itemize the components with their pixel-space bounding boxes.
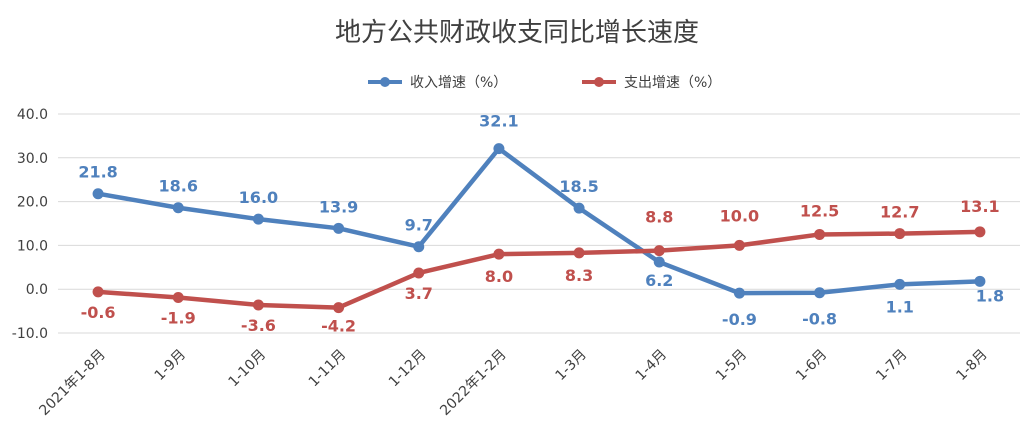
y-tick-label: 30.0: [17, 151, 48, 167]
x-tick-label: 1-12月: [386, 347, 430, 391]
data-label: 13.9: [319, 197, 358, 216]
x-tick-label: 1-9月: [152, 347, 189, 384]
data-label: -1.9: [161, 309, 196, 328]
data-point: [252, 299, 264, 311]
data-point: [493, 143, 505, 155]
data-label: 3.7: [405, 284, 433, 303]
data-point: [493, 248, 505, 260]
data-label: -0.8: [802, 310, 837, 329]
y-tick-label: -10.0: [12, 326, 48, 342]
data-point: [894, 228, 906, 240]
x-tick-label: 2021年1-8月: [36, 347, 108, 419]
legend-item-expenditure: 支出增速（%）: [582, 72, 721, 92]
legend-line-income: [368, 77, 402, 87]
chart-title: 地方公共财政收支同比增长速度: [334, 18, 699, 48]
data-point: [974, 226, 986, 238]
data-label: -3.6: [241, 316, 276, 335]
x-tick-label: 1-4月: [633, 347, 670, 384]
x-tick-label: 1-11月: [306, 347, 350, 391]
x-tick-label: 1-6月: [793, 347, 830, 384]
y-tick-label: 10.0: [17, 238, 48, 254]
x-tick-label: 1-7月: [873, 347, 910, 384]
data-point: [573, 202, 585, 214]
data-point: [413, 267, 425, 279]
data-point: [172, 202, 184, 214]
x-tick-label: 1-5月: [713, 347, 750, 384]
data-label: 12.5: [800, 201, 839, 220]
data-label: 8.0: [485, 267, 513, 286]
data-point: [974, 275, 986, 287]
series-line: [95, 229, 983, 310]
data-point: [814, 287, 826, 299]
data-label: 32.1: [479, 112, 518, 131]
data-point: [894, 278, 906, 290]
x-tick-label: 1-10月: [226, 347, 270, 391]
data-point: [333, 222, 345, 234]
data-point: [252, 213, 264, 225]
x-tick-label: 2022年1-2月: [437, 347, 509, 419]
data-point: [814, 228, 826, 240]
data-label: 12.7: [880, 203, 919, 222]
data-label: 16.0: [239, 188, 278, 207]
data-point: [653, 256, 665, 268]
series-line: [95, 146, 983, 296]
data-point: [333, 302, 345, 314]
data-label: 18.5: [559, 177, 598, 196]
legend-item-income: 收入增速（%）: [368, 72, 507, 92]
data-point: [92, 188, 104, 200]
y-tick-label: 20.0: [17, 195, 48, 211]
data-label: 1.8: [976, 286, 1004, 305]
data-label: 13.1: [960, 197, 999, 216]
data-label: 6.2: [645, 271, 673, 290]
legend-line-expenditure: [582, 77, 616, 87]
x-tick-label: 1-8月: [953, 347, 990, 384]
data-label: 8.3: [565, 266, 593, 285]
data-point: [733, 287, 745, 299]
data-point: [172, 292, 184, 304]
data-label: -0.6: [81, 303, 116, 322]
legend-label-expenditure: 支出增速（%）: [624, 75, 722, 91]
legend: 收入增速（%） 支出增速（%）: [0, 72, 1034, 96]
legend-label-income: 收入增速（%）: [410, 75, 508, 91]
data-point: [733, 239, 745, 251]
data-label: -0.9: [722, 310, 757, 329]
data-point: [92, 286, 104, 298]
data-label: 9.7: [405, 216, 433, 235]
data-point: [573, 247, 585, 259]
data-label: 18.6: [159, 177, 198, 196]
y-tick-label: 0.0: [26, 282, 48, 298]
x-tick-label: 1-3月: [553, 347, 590, 384]
y-tick-label: 40.0: [17, 107, 48, 123]
data-label: 10.0: [720, 206, 759, 225]
data-point: [413, 241, 425, 253]
data-label: -4.2: [321, 317, 356, 336]
data-label: 8.8: [645, 208, 673, 227]
data-label: 1.1: [886, 297, 914, 316]
data-point: [653, 245, 665, 257]
data-label: 21.8: [78, 163, 117, 182]
